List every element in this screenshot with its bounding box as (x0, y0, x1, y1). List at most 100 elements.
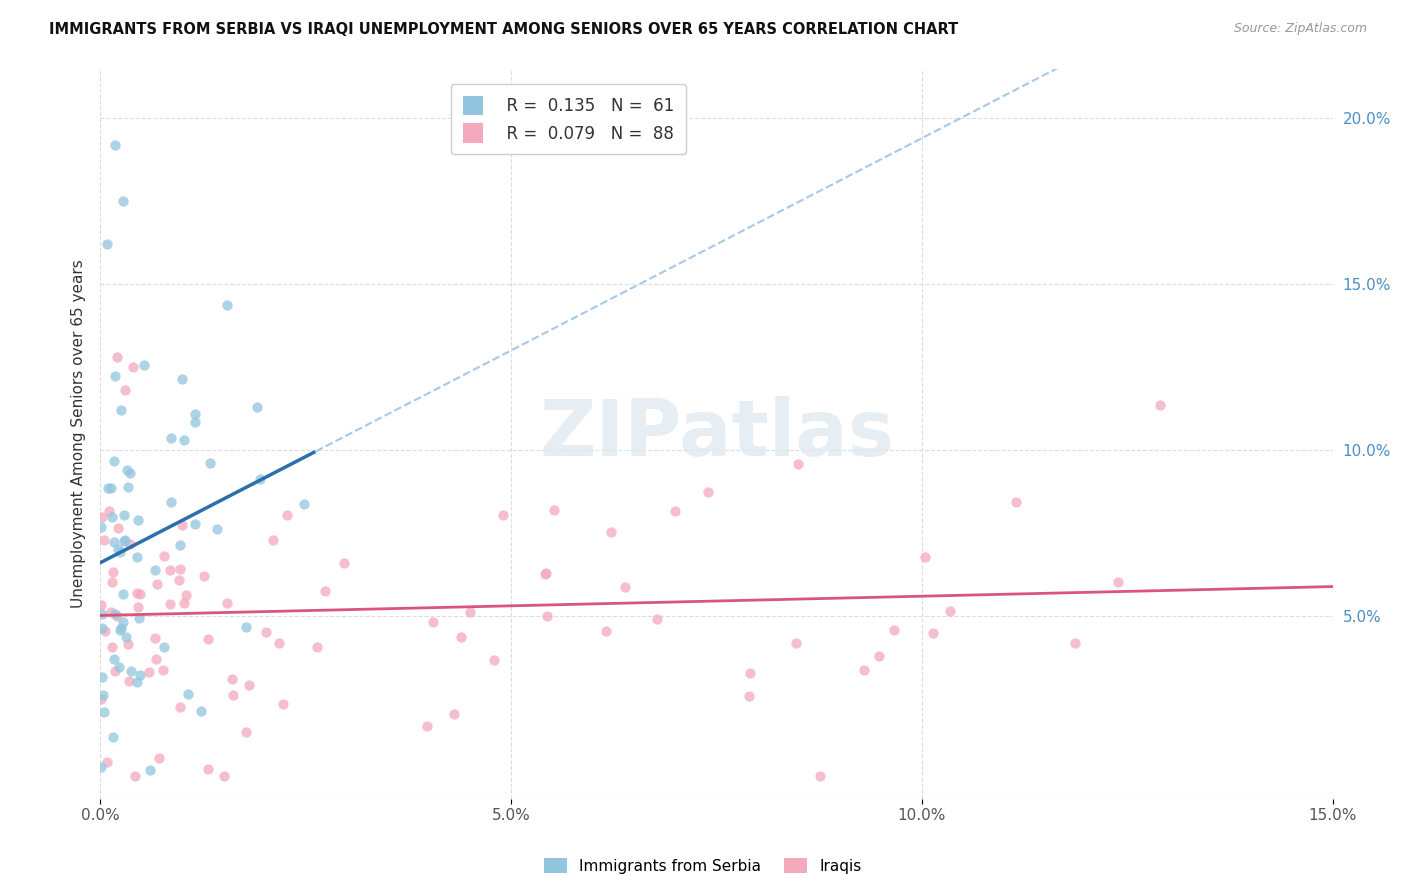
Point (91, 670, 114, 684)
Point (267, 636, 290, 650)
Point (235, 619, 257, 633)
Point (100, 481, 122, 495)
Point (922, 626, 945, 640)
Point (103, 730, 125, 744)
Point (174, 588, 197, 602)
Point (128, 611, 150, 625)
Point (314, 583, 336, 598)
Point (205, 522, 228, 536)
Point (103, 454, 125, 468)
Point (138, 665, 160, 679)
Point (190, 705, 212, 719)
Point (125, 675, 148, 690)
Point (173, 597, 195, 611)
Point (96, 237, 118, 252)
Point (103, 652, 125, 666)
Legend: Immigrants from Serbia, Iraqis: Immigrants from Serbia, Iraqis (538, 852, 868, 880)
Point (235, 725, 257, 739)
Point (184, 516, 207, 531)
Point (101, 575, 124, 590)
Point (111, 615, 134, 629)
Point (90, 621, 112, 635)
Point (100, 605, 122, 619)
Point (422, 615, 444, 629)
Point (246, 400, 269, 414)
Point (101, 565, 124, 579)
Text: IMMIGRANTS FROM SERBIA VS IRAQI UNEMPLOYMENT AMONG SENIORS OVER 65 YEARS CORRELA: IMMIGRANTS FROM SERBIA VS IRAQI UNEMPLOY… (49, 22, 959, 37)
Point (112, 508, 135, 522)
Point (443, 706, 465, 721)
Point (105, 609, 128, 624)
Point (238, 678, 260, 692)
Point (600, 525, 623, 540)
Point (450, 630, 472, 644)
Point (94, 624, 117, 639)
Point (491, 508, 513, 522)
Point (112, 534, 135, 549)
Point (645, 612, 668, 626)
Y-axis label: Unemployment Among Seniors over 65 years: Unemployment Among Seniors over 65 years (72, 260, 86, 608)
Point (110, 402, 132, 417)
Legend:   R =  0.135   N =  61,   R =  0.079   N =  88: R = 0.135 N = 61, R = 0.079 N = 88 (451, 84, 686, 154)
Point (104, 665, 127, 679)
Point (114, 533, 136, 547)
Point (145, 631, 167, 645)
Point (93, 706, 115, 720)
Point (173, 433, 195, 447)
Point (118, 674, 141, 689)
Point (112, 587, 135, 601)
Point (172, 518, 194, 533)
Point (145, 577, 167, 591)
Point (93, 533, 115, 548)
Point (536, 609, 558, 624)
Point (416, 719, 439, 733)
Point (108, 544, 131, 558)
Point (169, 562, 191, 576)
Point (170, 371, 193, 385)
Point (97, 481, 120, 495)
Point (1149, 398, 1171, 412)
Point (91, 688, 114, 702)
Point (222, 689, 245, 703)
Point (152, 663, 174, 677)
Point (107, 541, 129, 556)
Point (262, 533, 284, 547)
Point (114, 384, 136, 398)
Point (852, 663, 875, 677)
Point (143, 563, 166, 577)
Point (169, 538, 191, 552)
Point (184, 407, 207, 421)
Point (738, 690, 761, 704)
Point (104, 369, 127, 384)
Point (139, 763, 162, 777)
Point (128, 668, 150, 682)
Point (91, 607, 114, 621)
Point (90, 520, 112, 534)
Point (112, 194, 135, 209)
Point (127, 550, 149, 565)
Point (105, 351, 128, 365)
Point (107, 521, 129, 535)
Point (124, 768, 146, 782)
Point (184, 415, 207, 429)
Point (120, 536, 142, 550)
Point (90, 598, 112, 612)
Point (1004, 495, 1026, 509)
Point (276, 508, 298, 523)
Point (458, 605, 481, 619)
Point (104, 607, 127, 622)
Point (127, 513, 149, 527)
Point (117, 480, 139, 494)
Point (96, 755, 118, 769)
Point (534, 566, 557, 581)
Point (939, 604, 962, 618)
Point (114, 630, 136, 644)
Point (108, 624, 131, 638)
Point (738, 665, 761, 680)
Point (97, 504, 120, 518)
Point (221, 672, 243, 686)
Point (101, 640, 124, 655)
Point (1107, 574, 1129, 589)
Point (128, 587, 150, 601)
Point (914, 550, 936, 565)
